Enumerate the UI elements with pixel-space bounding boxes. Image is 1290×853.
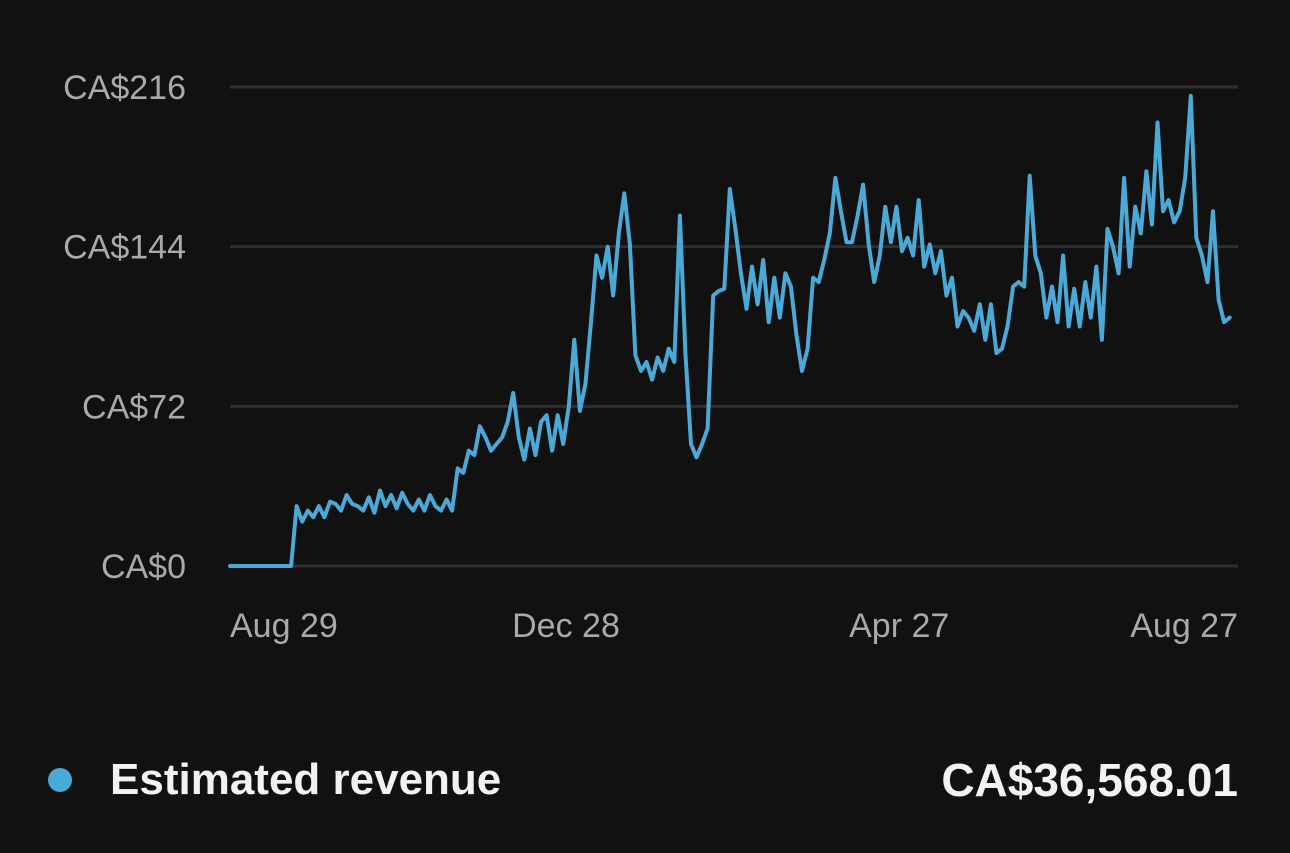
y-tick-label: CA$216 [63,69,186,107]
y-tick-label: CA$72 [82,388,186,426]
revenue-total: CA$36,568.01 [941,754,1238,806]
x-tick-label: Apr 27 [849,607,949,645]
revenue-line-chart: CA$0 CA$72 CA$144 CA$216 Aug 29 Dec 28 Apr 27… [63,69,1238,645]
legend-dot-icon [48,768,72,792]
x-tick-label: Aug 27 [1130,607,1238,645]
gridlines [230,85,1238,568]
series-group [228,93,1232,568]
y-tick-label: CA$144 [63,229,186,267]
series-line-estimated-revenue [228,93,1232,568]
x-tick-label: Aug 29 [230,607,338,645]
legend: Estimated revenue CA$36,568.01 [48,745,1238,815]
legend-label: Estimated revenue [110,755,502,804]
x-tick-label: Dec 28 [512,607,620,645]
x-axis-tick-labels: Aug 29 Dec 28 Apr 27 Aug 27 [230,607,1238,645]
y-tick-label: CA$0 [101,548,186,586]
y-axis-tick-labels: CA$0 CA$72 CA$144 CA$216 [63,69,186,586]
